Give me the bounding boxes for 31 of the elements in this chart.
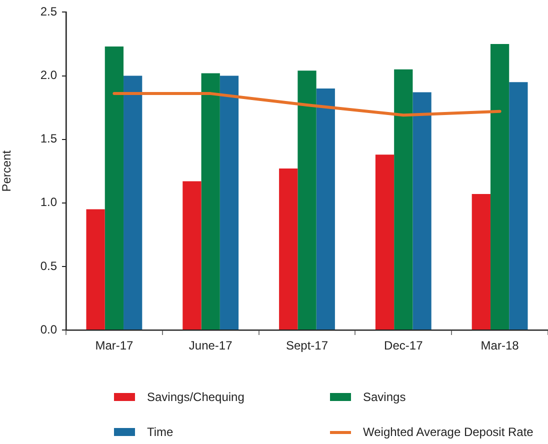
y-tick-label: 2.5 (40, 4, 58, 19)
bar (298, 70, 316, 330)
x-tick-label: Mar-17 (95, 338, 134, 353)
bar (316, 88, 335, 330)
bar (279, 168, 298, 330)
bar (104, 46, 124, 330)
x-tick-label: Dec-17 (384, 338, 424, 353)
bar (124, 76, 142, 330)
x-tick-label: June-17 (188, 338, 233, 353)
y-tick-label: 2.0 (40, 68, 58, 82)
y-tick-label: 1.5 (40, 132, 58, 146)
y-axis-title: Percent (0, 150, 14, 192)
bar (472, 194, 490, 330)
bar (394, 69, 413, 330)
bar (182, 181, 202, 330)
bar (412, 92, 432, 330)
bar (86, 209, 105, 330)
y-tick-label: 0.5 (40, 258, 58, 273)
x-tick-label: Mar-18 (480, 338, 520, 353)
legend-label: Weighted Average Deposit Rate (363, 425, 534, 439)
legend-label: Time (147, 425, 174, 439)
bar (490, 44, 510, 330)
y-tick-label: 0.0 (40, 322, 58, 336)
bar (220, 76, 239, 330)
y-tick-label: 1.0 (40, 195, 58, 210)
x-tick-label: Sept-17 (286, 338, 328, 353)
legend-label: Savings/Chequing (147, 390, 244, 404)
legend-label: Savings (363, 390, 406, 404)
bar (509, 82, 528, 330)
bar (375, 154, 394, 330)
bar (201, 73, 220, 330)
